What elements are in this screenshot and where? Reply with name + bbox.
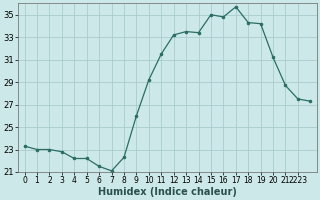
- X-axis label: Humidex (Indice chaleur): Humidex (Indice chaleur): [98, 187, 237, 197]
